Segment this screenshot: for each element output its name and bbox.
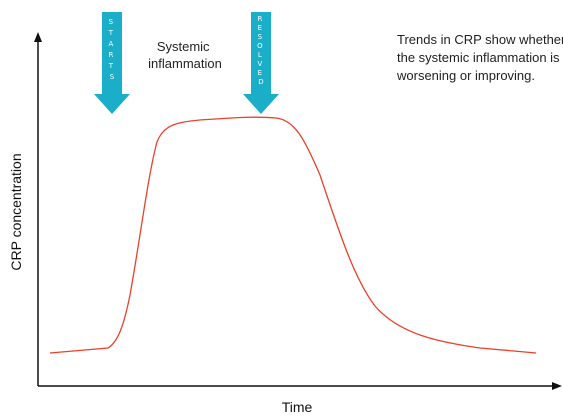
crp-curve (49, 116, 537, 354)
starts-arrow: S T A R T S (94, 12, 130, 114)
starts-letter: T (108, 62, 114, 70)
resolved-arrow-head (243, 94, 279, 114)
x-axis-title: Time (282, 399, 313, 415)
starts-letter: T (108, 29, 114, 37)
resolved-arrow-label: R E S O L V E D (257, 15, 265, 86)
resolved-arrow: R E S O L V E D (243, 12, 279, 114)
starts-letter: R (108, 51, 113, 59)
trend-note-line: worsening or improving. (396, 68, 535, 83)
trend-note: Trends in CRP show whether the systemic … (396, 32, 563, 83)
x-axis-arrowhead (552, 382, 562, 390)
starts-letter: S (110, 73, 115, 81)
y-axis-title: CRP concentration (8, 153, 24, 270)
trend-note-line: the systemic inflammation is (397, 50, 560, 65)
resolved-letter: L (258, 51, 262, 59)
resolved-letter: V (257, 60, 262, 68)
resolved-letter: E (258, 69, 262, 77)
trend-note-line: Trends in CRP show whether (397, 32, 563, 47)
resolved-letter: D (258, 78, 263, 86)
starts-letter: S (109, 18, 114, 26)
resolved-letter: S (258, 33, 263, 41)
inflammation-label: Systemic inflammation (148, 39, 222, 71)
resolved-arrow-shaft (251, 12, 271, 94)
starts-arrow-shaft (102, 12, 122, 94)
y-axis-arrowhead (34, 32, 42, 42)
resolved-letter: O (257, 42, 263, 50)
inflammation-label-line: inflammation (148, 56, 222, 71)
starts-arrow-head (94, 94, 130, 114)
resolved-letter: E (258, 24, 262, 32)
inflammation-label-line: Systemic (157, 39, 210, 54)
starts-letter: A (108, 40, 113, 48)
starts-arrow-label: S T A R T S (108, 18, 116, 81)
resolved-letter: R (257, 15, 262, 23)
